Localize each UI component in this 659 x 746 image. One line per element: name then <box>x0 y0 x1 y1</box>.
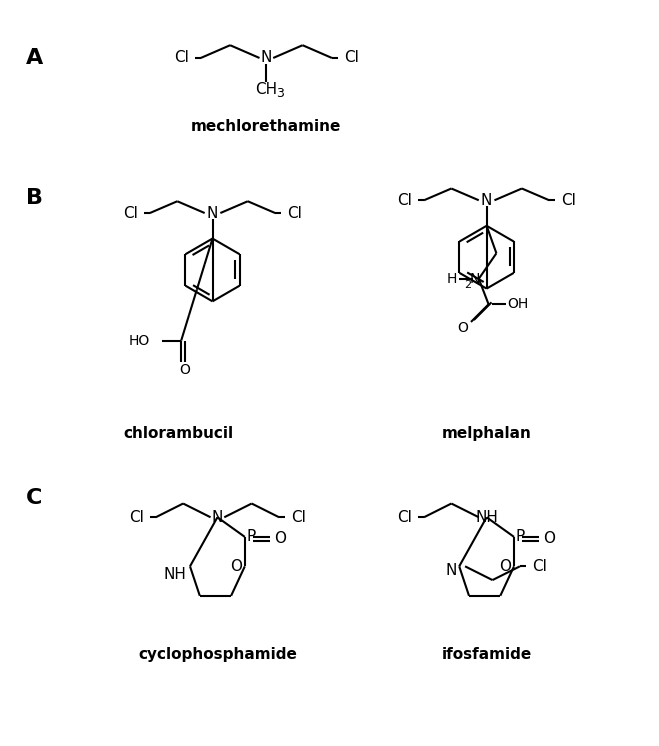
Text: Cl: Cl <box>344 51 359 66</box>
Text: N: N <box>212 510 223 524</box>
Text: A: A <box>26 48 43 68</box>
Text: N: N <box>481 192 492 208</box>
Text: Cl: Cl <box>532 559 547 574</box>
Text: O: O <box>274 531 286 546</box>
Text: O: O <box>458 321 469 335</box>
Text: N: N <box>261 51 272 66</box>
Text: O: O <box>543 531 556 546</box>
Text: B: B <box>26 188 43 208</box>
Text: O: O <box>500 559 511 574</box>
Text: NH: NH <box>475 510 498 524</box>
Text: P: P <box>246 530 255 545</box>
Text: H: H <box>447 272 457 286</box>
Text: OH: OH <box>507 298 529 311</box>
Text: Cl: Cl <box>174 51 188 66</box>
Text: Cl: Cl <box>561 192 576 208</box>
Text: Cl: Cl <box>397 192 412 208</box>
Text: N: N <box>207 206 218 221</box>
Text: mechlorethamine: mechlorethamine <box>191 119 341 134</box>
Text: Cl: Cl <box>129 510 144 524</box>
Text: C: C <box>26 488 43 507</box>
Text: N: N <box>445 562 457 577</box>
Text: melphalan: melphalan <box>442 427 532 442</box>
Text: Cl: Cl <box>291 510 306 524</box>
Text: Cl: Cl <box>397 510 412 524</box>
Text: 3: 3 <box>276 87 284 100</box>
Text: chlorambucil: chlorambucil <box>123 427 233 442</box>
Text: Cl: Cl <box>123 206 138 221</box>
Text: O: O <box>230 559 242 574</box>
Text: ifosfamide: ifosfamide <box>442 648 532 662</box>
Text: Cl: Cl <box>287 206 302 221</box>
Text: N: N <box>470 272 480 286</box>
Text: P: P <box>515 530 525 545</box>
Text: HO: HO <box>129 333 150 348</box>
Text: 2: 2 <box>464 280 471 289</box>
Text: NH: NH <box>164 567 186 582</box>
Text: O: O <box>180 363 190 377</box>
Text: CH: CH <box>255 82 277 97</box>
Text: cyclophosphamide: cyclophosphamide <box>138 648 297 662</box>
